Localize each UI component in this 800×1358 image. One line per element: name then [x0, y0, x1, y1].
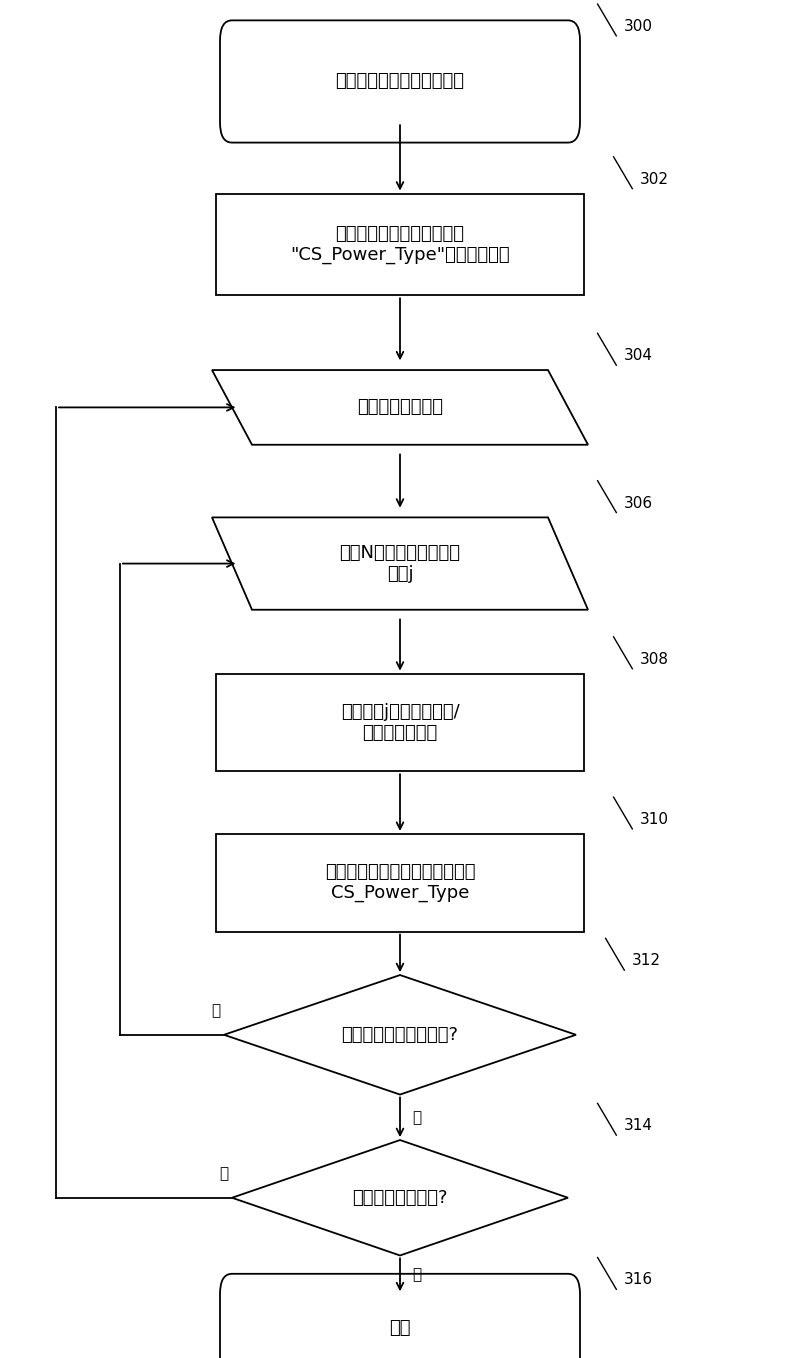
Text: 316: 316 [624, 1272, 653, 1287]
Text: 否: 否 [211, 1004, 220, 1018]
FancyBboxPatch shape [220, 20, 580, 143]
Text: 将测量的功耗添加到对应条目的
CS_Power_Type: 将测量的功耗添加到对应条目的 CS_Power_Type [325, 864, 475, 902]
Text: 是: 是 [412, 1109, 421, 1124]
Bar [216, 674, 584, 771]
Text: 在每个环境切换间隔的开始: 在每个环境切换间隔的开始 [335, 72, 465, 91]
Text: 否: 否 [219, 1167, 228, 1181]
Text: 312: 312 [632, 953, 661, 968]
Text: 对于每个时钟周期: 对于每个时钟周期 [357, 398, 443, 417]
Text: 处理了所有运行的线程?: 处理了所有运行的线程? [342, 1025, 458, 1044]
Text: 300: 300 [624, 19, 653, 34]
Text: 测量线程j的执行的指令/
指令类型的功耗: 测量线程j的执行的指令/ 指令类型的功耗 [341, 703, 459, 741]
FancyBboxPatch shape [220, 1274, 580, 1358]
Polygon shape [212, 369, 588, 445]
Text: 304: 304 [624, 348, 653, 364]
Text: 是: 是 [412, 1267, 421, 1282]
Text: 结束: 结束 [390, 1319, 410, 1338]
Text: 314: 314 [624, 1118, 653, 1133]
Text: 初始化环境切换功率寄存器
"CS_Power_Type"和功率计数器: 初始化环境切换功率寄存器 "CS_Power_Type"和功率计数器 [290, 225, 510, 263]
Polygon shape [212, 517, 588, 610]
Polygon shape [232, 1141, 568, 1255]
Bar [216, 194, 584, 296]
Polygon shape [224, 975, 576, 1095]
Text: 对于N个中的每个运行的
线程j: 对于N个中的每个运行的 线程j [339, 545, 461, 583]
Text: 环境切换处理完成?: 环境切换处理完成? [352, 1188, 448, 1207]
Text: 306: 306 [624, 496, 653, 511]
Text: 310: 310 [640, 812, 669, 827]
Text: 302: 302 [640, 171, 669, 187]
Text: 308: 308 [640, 652, 669, 667]
Bar [216, 834, 584, 932]
